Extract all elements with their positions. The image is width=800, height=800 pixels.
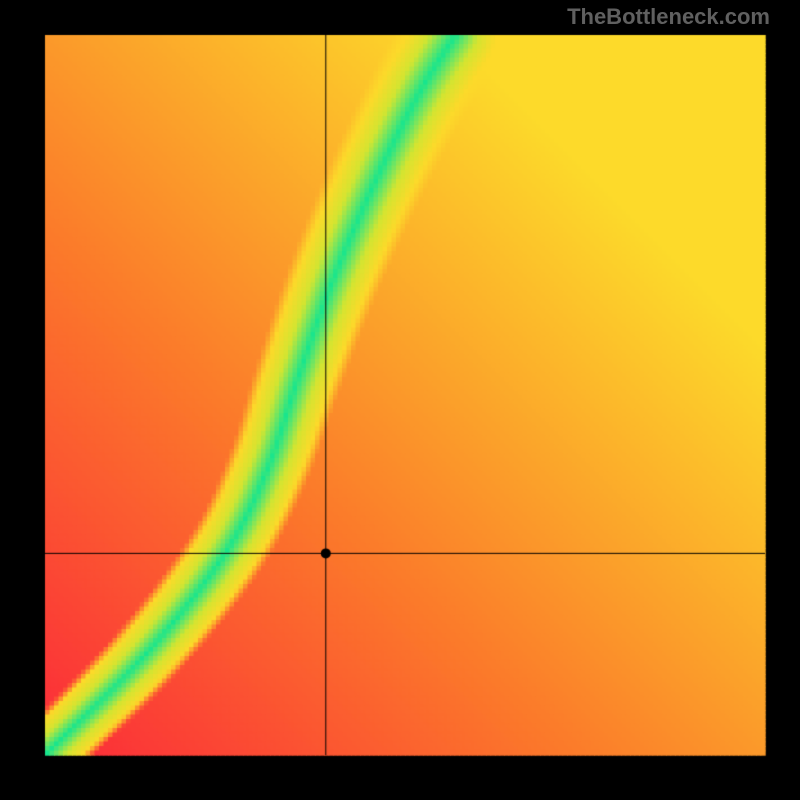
watermark-text: TheBottleneck.com: [567, 4, 770, 30]
heatmap-canvas: [0, 0, 800, 800]
chart-container: { "canvas": { "width": 800, "height": 80…: [0, 0, 800, 800]
